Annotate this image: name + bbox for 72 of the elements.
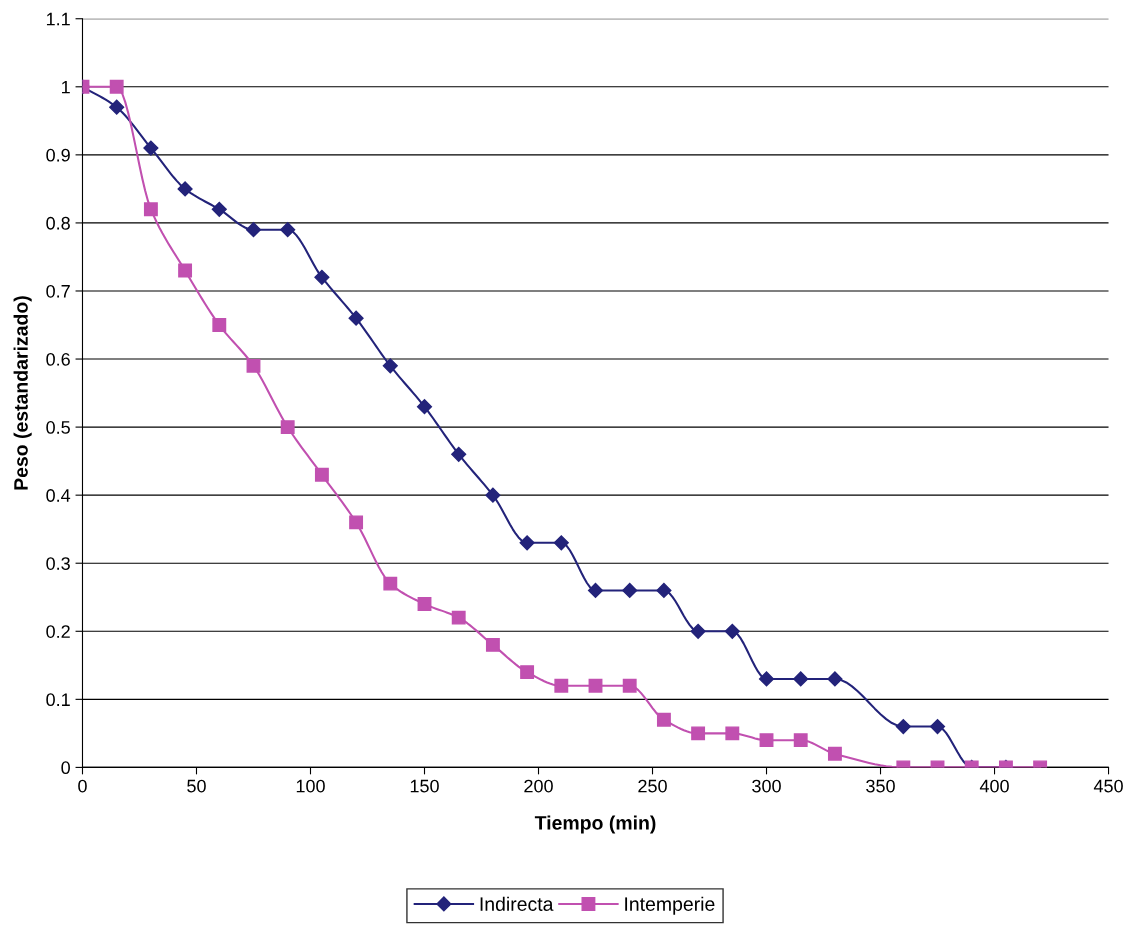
y-axis-title: Peso (estandarizado) (13, 296, 32, 490)
x-tick-label: 150 (410, 779, 439, 793)
point (177, 181, 193, 197)
point (485, 487, 501, 503)
point (929, 718, 946, 735)
point (485, 637, 500, 652)
x-tick-label: 200 (524, 779, 553, 793)
legend-label: Indirecta (480, 896, 554, 911)
point (587, 582, 604, 599)
point (349, 515, 364, 530)
point (143, 140, 159, 156)
y-tick-label: 0.3 (46, 557, 70, 570)
x-axis-title: Tiempo (min) (534, 815, 656, 834)
point (520, 665, 535, 680)
x-tick-label: 250 (638, 779, 667, 793)
point (656, 712, 671, 727)
x-tick-label: 300 (752, 779, 781, 793)
y-tick-label: 0.2 (46, 625, 70, 638)
point (143, 202, 158, 217)
y-tick-label: 0.7 (46, 284, 70, 298)
point (895, 718, 911, 735)
y-tick-label: 0.1 (46, 693, 70, 707)
point (178, 263, 193, 278)
point (588, 678, 603, 693)
x-tick-label: 450 (1093, 779, 1123, 793)
y-tick-label: 0.5 (46, 421, 70, 434)
point (758, 671, 775, 687)
point (656, 582, 672, 599)
point (827, 746, 842, 761)
point (314, 269, 330, 285)
point (109, 99, 125, 115)
x-tick-label: 350 (866, 779, 895, 793)
point (416, 399, 433, 415)
point (280, 420, 295, 435)
y-tick-label: 0.4 (46, 489, 71, 502)
y-tick-label: 1.1 (46, 12, 70, 26)
point (348, 310, 364, 326)
point (211, 201, 227, 217)
point (622, 582, 638, 599)
x-tick-label: 100 (296, 779, 325, 793)
point (724, 623, 740, 639)
y-tick-label: 0.9 (46, 148, 70, 162)
y-tick-label: 0.6 (46, 352, 70, 366)
point (759, 733, 774, 748)
point (212, 318, 227, 332)
point (793, 733, 808, 748)
point (417, 597, 432, 612)
point (246, 358, 261, 373)
legend-label: Intemperie (625, 896, 715, 915)
x-tick-label: 0 (78, 779, 87, 793)
point (280, 222, 296, 238)
point (109, 79, 124, 94)
point (725, 726, 740, 741)
point (554, 678, 569, 693)
point (553, 535, 569, 551)
point (451, 610, 466, 625)
point (690, 623, 706, 639)
point (314, 467, 329, 482)
point (691, 726, 706, 741)
point (793, 671, 809, 687)
point (827, 671, 843, 687)
x-tick-label: 400 (979, 779, 1009, 793)
point (451, 446, 467, 462)
y-tick-label: 0.8 (46, 216, 70, 230)
point (245, 222, 262, 238)
point (382, 358, 398, 374)
point (622, 678, 637, 693)
x-tick-label: 50 (187, 779, 206, 793)
point (519, 535, 535, 551)
y-tick-label: 1 (62, 80, 70, 94)
point (383, 576, 398, 591)
y-tick-label: 0 (61, 761, 70, 775)
